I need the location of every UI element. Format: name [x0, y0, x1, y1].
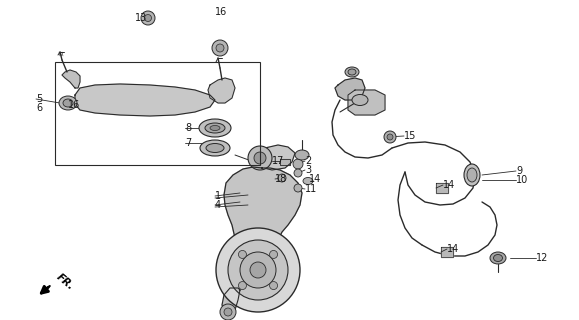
Text: 15: 15 [404, 131, 416, 141]
Ellipse shape [345, 67, 359, 77]
Text: 13: 13 [135, 13, 147, 23]
Text: 1: 1 [215, 191, 221, 201]
Text: FR.: FR. [54, 272, 76, 292]
Circle shape [270, 282, 277, 290]
Circle shape [239, 282, 247, 290]
Ellipse shape [348, 69, 356, 75]
Text: 11: 11 [305, 184, 317, 194]
Polygon shape [436, 183, 448, 193]
Circle shape [240, 252, 276, 288]
Circle shape [270, 251, 277, 259]
Ellipse shape [464, 164, 480, 186]
Text: 7: 7 [185, 138, 191, 148]
Ellipse shape [493, 254, 503, 261]
Text: 5: 5 [36, 94, 42, 104]
Ellipse shape [467, 168, 477, 182]
Polygon shape [335, 78, 365, 100]
Text: 14: 14 [443, 180, 455, 190]
Circle shape [248, 146, 272, 170]
Ellipse shape [205, 123, 225, 133]
Text: 17: 17 [272, 156, 284, 166]
Text: 9: 9 [516, 166, 522, 176]
Circle shape [294, 184, 302, 192]
Text: 2: 2 [305, 156, 312, 166]
Text: 16: 16 [215, 7, 227, 17]
Circle shape [239, 251, 247, 259]
Circle shape [216, 228, 300, 312]
Polygon shape [280, 159, 290, 165]
Ellipse shape [199, 119, 231, 137]
Circle shape [294, 169, 302, 177]
Polygon shape [75, 84, 215, 116]
Ellipse shape [210, 125, 220, 131]
Ellipse shape [295, 150, 309, 160]
Polygon shape [441, 247, 453, 257]
Bar [55, 62, 260, 165]
Ellipse shape [206, 143, 224, 153]
Text: 14: 14 [447, 244, 459, 254]
Text: 10: 10 [516, 175, 528, 185]
Circle shape [384, 131, 396, 143]
Text: 14: 14 [309, 174, 321, 184]
Circle shape [216, 44, 224, 52]
Ellipse shape [200, 140, 230, 156]
Text: 6: 6 [36, 103, 42, 113]
Polygon shape [224, 167, 302, 292]
Text: 16: 16 [68, 100, 80, 110]
Text: 4: 4 [215, 200, 221, 210]
Circle shape [224, 308, 232, 316]
Circle shape [141, 11, 155, 25]
Text: 8: 8 [185, 123, 191, 133]
Ellipse shape [59, 96, 77, 110]
Text: 12: 12 [536, 253, 548, 263]
Circle shape [228, 240, 288, 300]
Circle shape [220, 304, 236, 320]
Polygon shape [222, 288, 240, 315]
Circle shape [212, 40, 228, 56]
Circle shape [250, 262, 266, 278]
Text: 3: 3 [305, 165, 311, 175]
Circle shape [254, 152, 266, 164]
Circle shape [293, 159, 303, 169]
Ellipse shape [63, 99, 73, 107]
Ellipse shape [303, 178, 313, 185]
Circle shape [387, 134, 393, 140]
Circle shape [278, 174, 286, 182]
Polygon shape [208, 78, 235, 103]
Ellipse shape [352, 94, 368, 106]
Text: 18: 18 [275, 174, 287, 184]
Polygon shape [252, 145, 295, 170]
Circle shape [145, 14, 152, 21]
Polygon shape [348, 90, 385, 115]
Ellipse shape [490, 252, 506, 264]
Polygon shape [62, 70, 80, 88]
